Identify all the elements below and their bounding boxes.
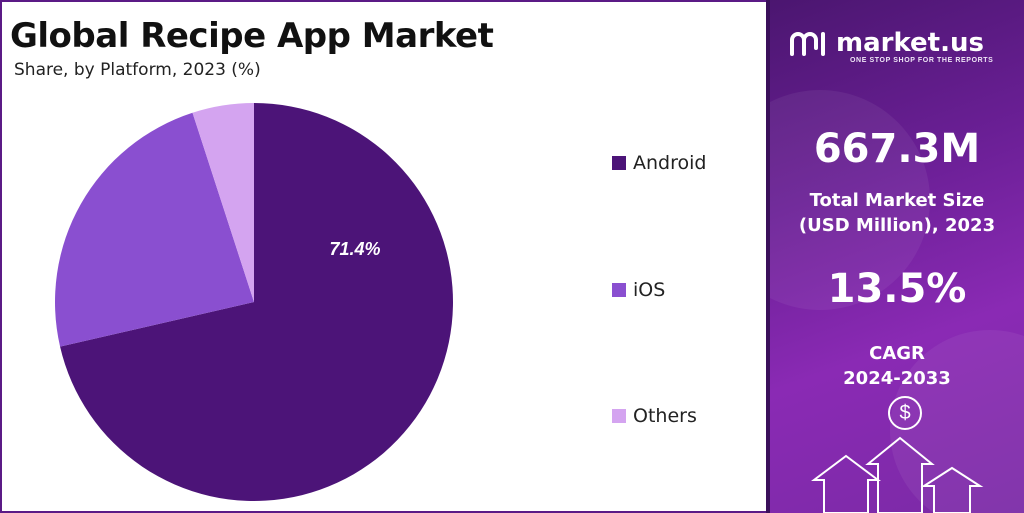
chart-subtitle: Share, by Platform, 2023 (%)	[14, 60, 261, 80]
market-size-label-line2: (USD Million), 2023	[798, 215, 996, 236]
data-label-android: 71.4%	[330, 239, 381, 259]
market-size-label-line1: Total Market Size	[809, 190, 985, 211]
legend-swatch	[612, 409, 626, 423]
cagr-value: 13.5%	[827, 266, 967, 312]
legend-label: Others	[633, 405, 697, 427]
pie-slice-others	[192, 103, 254, 302]
cagr-label: CAGR	[869, 343, 925, 364]
logo-text: market.us	[836, 28, 984, 58]
dollar-circle-icon: $	[888, 396, 922, 430]
logo-tagline: ONE STOP SHOP FOR THE REPORTS	[850, 57, 994, 64]
legend-label: iOS	[633, 279, 666, 301]
legend-item-others: Others	[612, 405, 697, 427]
pie-chart: 71.4%	[54, 103, 453, 501]
legend-item-android: Android	[612, 152, 706, 174]
legend-label: Android	[633, 152, 707, 174]
market-size-value: 667.3M	[813, 126, 981, 172]
growth-arrows-icon	[811, 436, 984, 513]
summary-panel: market.us ONE STOP SHOP FOR THE REPORTS …	[766, 0, 1024, 513]
brand-logo: market.us	[788, 28, 984, 58]
legend-item-ios: iOS	[612, 279, 665, 301]
market-us-logo-icon	[790, 32, 825, 56]
legend-swatch	[612, 156, 626, 170]
cagr-period: 2024-2033	[843, 368, 951, 389]
pie-slice-android	[60, 103, 453, 501]
chart-panel: Global Recipe App Market Share, by Platf…	[0, 0, 766, 513]
legend-swatch	[612, 283, 626, 297]
pie-slice-ios	[54, 112, 254, 347]
chart-title: Global Recipe App Market	[10, 16, 494, 56]
